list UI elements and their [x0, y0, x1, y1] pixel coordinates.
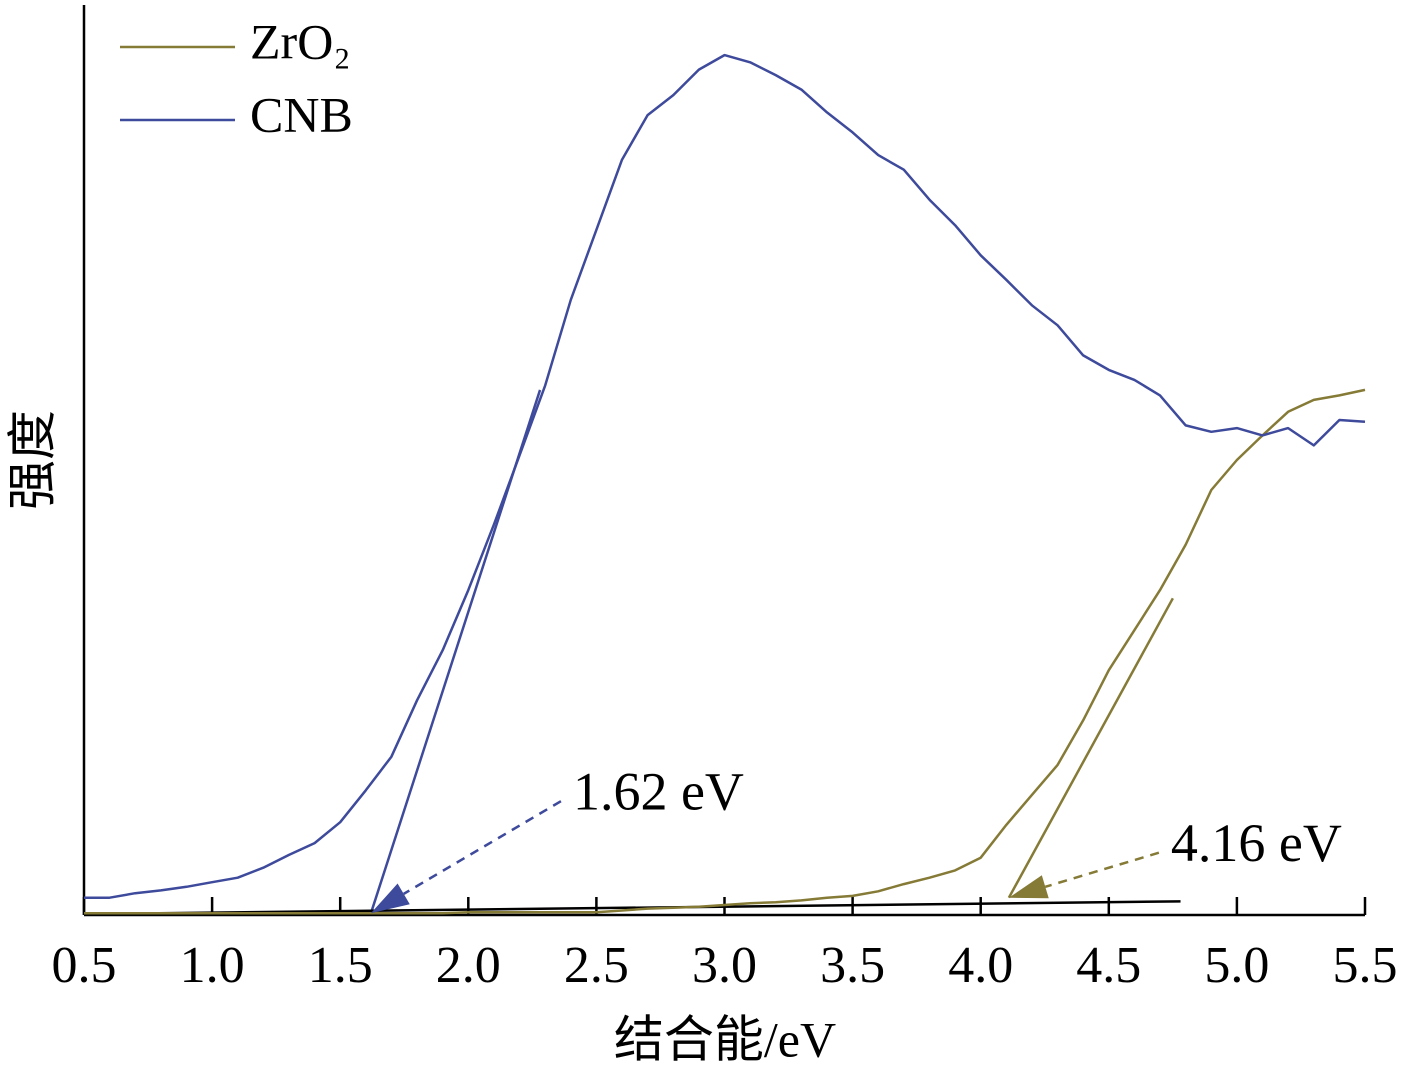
x-tick-label: 3.5	[820, 937, 885, 994]
annotation-label: 4.16 eV	[1171, 813, 1342, 873]
legend-label: ZrO₂	[250, 13, 351, 69]
arrow-head	[1008, 875, 1049, 899]
tangent-line	[1007, 597, 1174, 899]
arrow-head	[370, 883, 410, 914]
x-tick-label: 5.0	[1204, 937, 1269, 994]
series-line	[84, 388, 1366, 915]
annotation-arrow	[403, 800, 562, 895]
x-tick-label: 2.0	[436, 937, 501, 994]
annotation-arrow	[1044, 851, 1160, 888]
x-tick-label: 4.5	[1076, 937, 1141, 994]
x-tick-label: 1.5	[308, 937, 373, 994]
y-axis-label: 强度	[4, 410, 60, 510]
x-tick-label: 4.0	[948, 937, 1013, 994]
x-tick-label: 1.0	[180, 937, 245, 994]
x-axis-label: 结合能/eV	[614, 1011, 836, 1067]
x-tick-label: 5.5	[1333, 937, 1398, 994]
x-tick-label: 3.0	[692, 937, 757, 994]
x-tick-label: 0.5	[52, 937, 117, 994]
legend-label: CNB	[250, 86, 353, 142]
series-line	[84, 53, 1366, 899]
x-tick-label: 2.5	[564, 937, 629, 994]
annotation-label: 1.62 eV	[573, 762, 744, 822]
